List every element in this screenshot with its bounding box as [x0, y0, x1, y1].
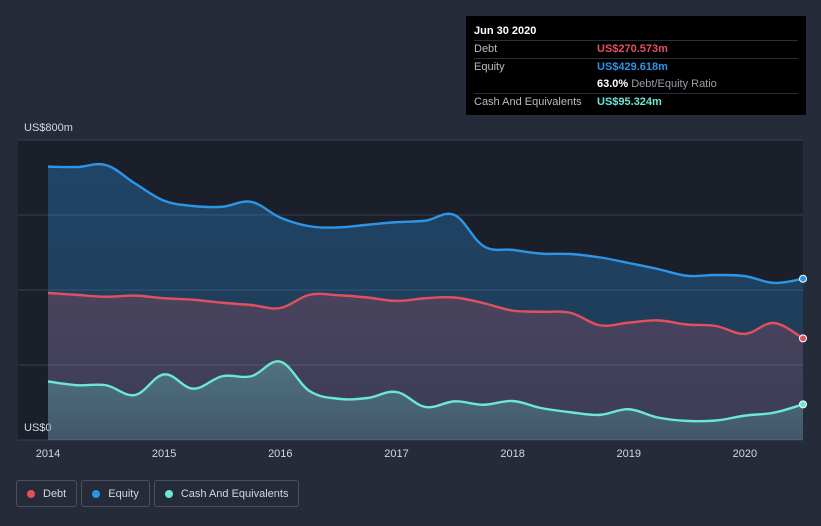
y-axis-top-label: US$800m — [24, 122, 73, 134]
y-axis-bottom-label: US$0 — [24, 422, 52, 434]
equity-end-marker — [799, 274, 807, 283]
tooltip-ratio-value: 63.0% — [597, 78, 629, 90]
debt-end-marker — [799, 334, 807, 343]
tooltip-debt-value: US$270.573m — [597, 43, 668, 55]
tooltip-equity-label: Equity — [474, 61, 505, 73]
tooltip-cash-label: Cash And Equivalents — [474, 96, 582, 108]
x-tick-label-2014: 2014 — [36, 448, 60, 460]
debt-line — [47, 291, 804, 340]
equity-dot-icon — [92, 489, 101, 498]
cash-end-marker — [799, 400, 807, 409]
x-tick-label-2019: 2019 — [617, 448, 641, 460]
legend-label-cash: Cash And Equivalents — [180, 487, 289, 500]
equity-line — [47, 162, 804, 285]
debt-dot-icon — [27, 489, 35, 498]
x-tick-label-2016: 2016 — [268, 448, 292, 460]
cash-dot-icon — [164, 489, 173, 498]
x-tick-label-2020: 2020 — [733, 448, 757, 460]
tooltip-ratio-label: Debt/Equity Ratio — [631, 78, 717, 90]
tooltip-debt-label: Debt — [474, 43, 498, 55]
tooltip-date: Jun 30 2020 — [474, 25, 537, 37]
legend-label-equity: Equity — [108, 487, 139, 500]
legend-item-cash[interactable]: Cash And Equivalents — [153, 480, 300, 507]
tooltip: Jun 30 2020 Debt US$270.573m Equity US$4… — [466, 16, 806, 115]
tooltip-cash-value: US$95.324m — [597, 96, 662, 108]
legend-item-equity[interactable]: Equity — [81, 480, 150, 507]
x-tick-label-2017: 2017 — [384, 448, 408, 460]
cash-area — [48, 361, 803, 440]
x-tick-label-2018: 2018 — [500, 448, 524, 460]
legend-item-debt[interactable]: Debt — [16, 480, 78, 507]
x-tick-label-2015: 2015 — [152, 448, 176, 460]
legend-label-debt: Debt — [43, 487, 67, 500]
tooltip-equity-value: US$429.618m — [597, 61, 668, 73]
cash-line — [47, 360, 804, 423]
legend: Debt Equity Cash And Equivalents — [16, 480, 300, 507]
